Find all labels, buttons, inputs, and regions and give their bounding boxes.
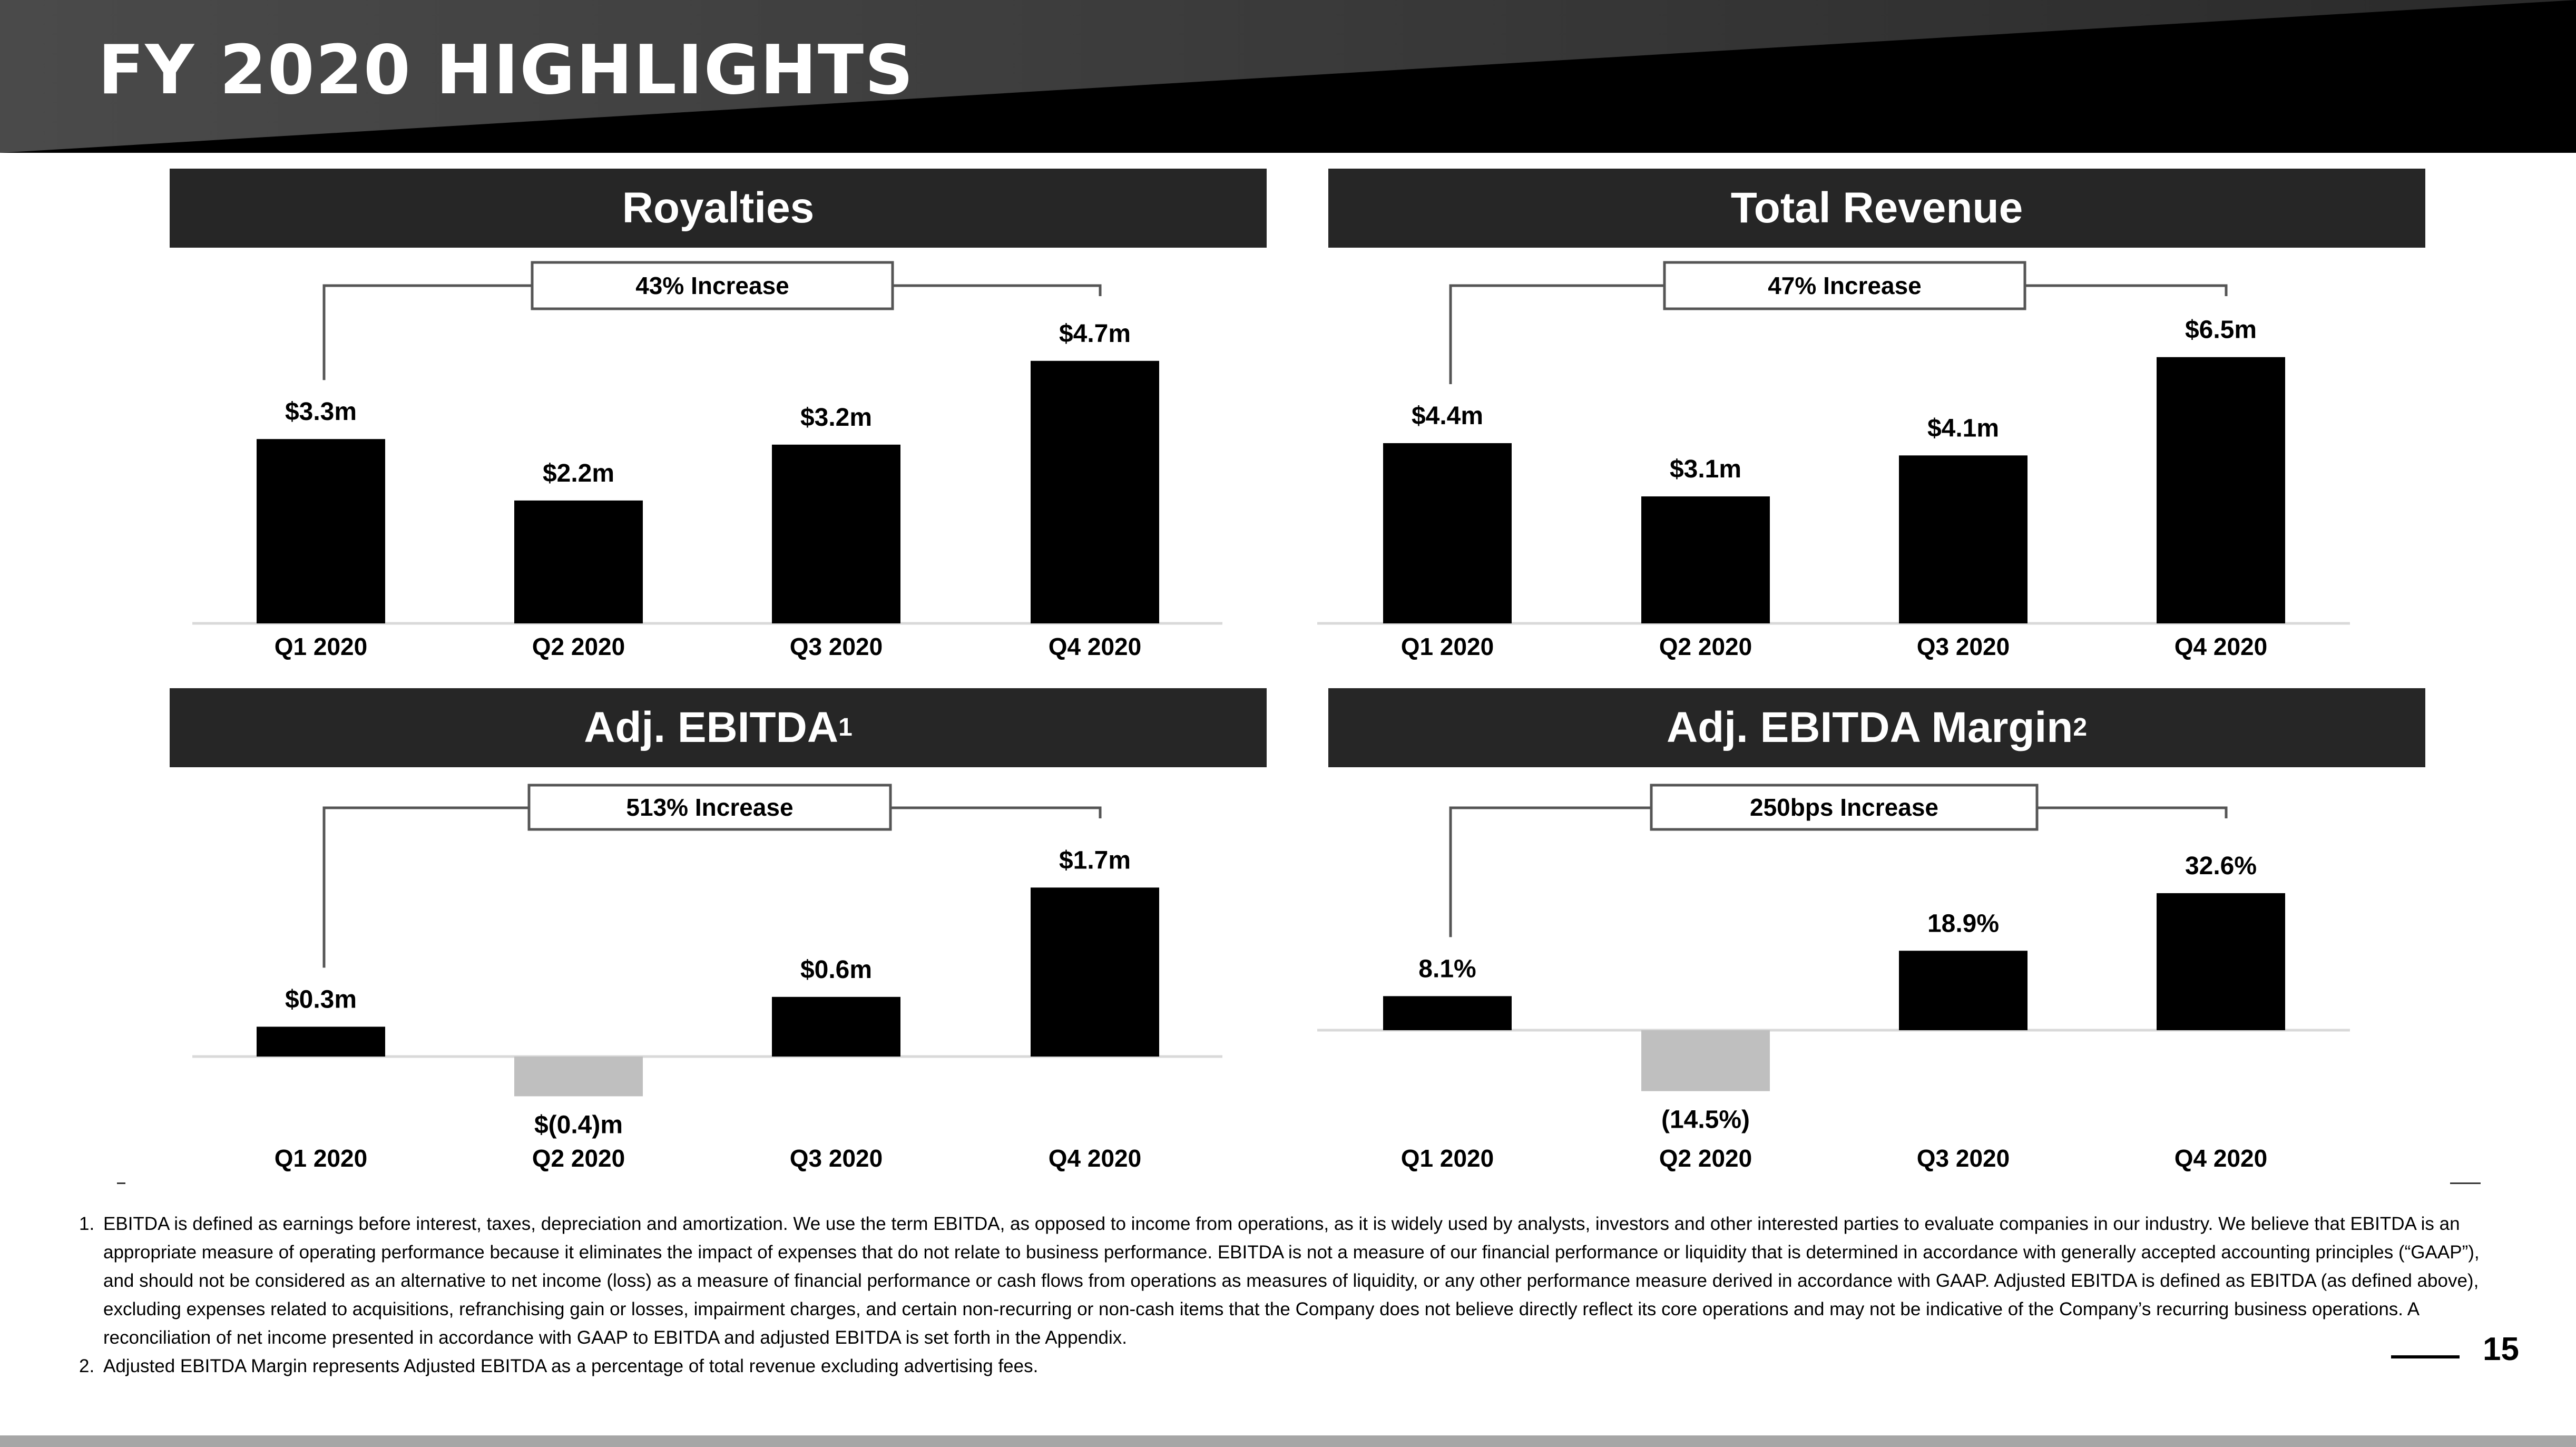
category-label-4: Q4 2020 bbox=[1049, 633, 1141, 660]
bracket-right bbox=[2037, 806, 2228, 818]
increase-annotation: 43% Increase bbox=[635, 272, 789, 299]
panel-title-text: Adj. EBITDA Margin bbox=[1666, 703, 2073, 751]
bar-1 bbox=[1383, 996, 1512, 1030]
increase-annotation: 513% Increase bbox=[626, 794, 793, 821]
footnotes: 1. EBITDA is defined as earnings before … bbox=[79, 1210, 2503, 1381]
panel-title-text: Total Revenue bbox=[1730, 184, 2023, 232]
category-label-1: Q1 2020 bbox=[275, 1145, 367, 1172]
bracket-right bbox=[2025, 284, 2228, 296]
category-label-3: Q3 2020 bbox=[1917, 633, 2010, 660]
footnote-text: EBITDA is defined as earnings before int… bbox=[103, 1214, 2480, 1348]
bar-2 bbox=[514, 500, 643, 623]
bracket-left bbox=[1449, 806, 1651, 937]
panel-title-total-revenue: Total Revenue bbox=[1328, 169, 2425, 248]
page-number-rule bbox=[2391, 1355, 2460, 1358]
category-label-4: Q4 2020 bbox=[2175, 1145, 2267, 1172]
category-label-2: Q2 2020 bbox=[1659, 633, 1752, 660]
bar-1 bbox=[257, 439, 385, 623]
data-label-2: $2.2m bbox=[543, 459, 614, 487]
bracket-right bbox=[890, 806, 1102, 818]
category-label-3: Q3 2020 bbox=[790, 633, 883, 660]
footnote-number: 2. bbox=[79, 1356, 95, 1376]
bar-4 bbox=[2157, 893, 2285, 1030]
increase-box bbox=[527, 784, 892, 831]
category-label-2: Q2 2020 bbox=[532, 633, 625, 660]
category-label-2: Q2 2020 bbox=[532, 1145, 625, 1172]
bracket-left bbox=[322, 284, 532, 380]
bracket-left bbox=[322, 806, 529, 968]
header-background bbox=[0, 0, 2576, 153]
data-label-2: $(0.4)m bbox=[534, 1111, 623, 1139]
footnote-number: 1. bbox=[79, 1214, 95, 1234]
bar-2 bbox=[1641, 1030, 1770, 1091]
page-title: FY 2020 HIGHLIGHTS bbox=[98, 31, 915, 110]
category-label-4: Q4 2020 bbox=[1049, 1145, 1141, 1172]
category-label-3: Q3 2020 bbox=[790, 1145, 883, 1172]
increase-box bbox=[1650, 784, 2039, 831]
bar-2 bbox=[514, 1057, 643, 1097]
bar-3 bbox=[1899, 455, 2028, 623]
increase-annotation: 250bps Increase bbox=[1750, 794, 1938, 821]
category-label-1: Q1 2020 bbox=[275, 633, 367, 660]
footnote-text: Adjusted EBITDA Margin represents Adjust… bbox=[103, 1356, 1039, 1376]
data-label-2: (14.5%) bbox=[1661, 1106, 1750, 1134]
bar-1 bbox=[257, 1026, 385, 1057]
separator-line bbox=[117, 1182, 125, 1184]
footnote-1: 1. EBITDA is defined as earnings before … bbox=[79, 1210, 2503, 1352]
bar-3 bbox=[1899, 951, 2028, 1030]
bar-4 bbox=[1031, 887, 1159, 1057]
panel-title-royalties: Royalties bbox=[170, 169, 1267, 248]
category-label-3: Q3 2020 bbox=[1917, 1145, 2010, 1172]
data-label-4: $6.5m bbox=[2185, 316, 2257, 344]
increase-box bbox=[531, 261, 894, 310]
bar-1 bbox=[1383, 443, 1512, 623]
page-number: 15 bbox=[2483, 1331, 2519, 1367]
data-label-1: $3.3m bbox=[285, 398, 357, 426]
bar-2 bbox=[1641, 496, 1770, 623]
category-label-1: Q1 2020 bbox=[1401, 633, 1494, 660]
data-label-4: $4.7m bbox=[1059, 320, 1131, 348]
bar-4 bbox=[1031, 360, 1159, 623]
bottom-bar bbox=[0, 1435, 2576, 1447]
panel-title-text: Adj. EBITDA bbox=[584, 703, 839, 751]
bar-3 bbox=[772, 444, 900, 623]
bracket-right bbox=[893, 284, 1102, 296]
bracket-left bbox=[1449, 284, 1664, 384]
data-label-3: $3.2m bbox=[800, 404, 872, 432]
data-label-3: $4.1m bbox=[1927, 414, 1999, 442]
data-label-1: 8.1% bbox=[1418, 955, 1476, 983]
category-label-2: Q2 2020 bbox=[1659, 1145, 1752, 1172]
data-label-2: $3.1m bbox=[1670, 455, 1741, 483]
bar-3 bbox=[772, 996, 900, 1057]
panel-title-adj-ebitda-margin: Adj. EBITDA Margin 2 bbox=[1328, 688, 2425, 767]
separator-line bbox=[2450, 1182, 2481, 1184]
footnote-2: 2. Adjusted EBITDA Margin represents Adj… bbox=[79, 1352, 2503, 1381]
data-label-1: $0.3m bbox=[285, 985, 357, 1013]
category-label-4: Q4 2020 bbox=[2175, 633, 2267, 660]
data-label-3: 18.9% bbox=[1927, 910, 1999, 937]
increase-box bbox=[1663, 261, 2026, 310]
data-label-4: $1.7m bbox=[1059, 846, 1131, 874]
panel-title-adj-ebitda: Adj. EBITDA 1 bbox=[170, 688, 1267, 767]
data-label-4: 32.6% bbox=[2185, 852, 2257, 880]
panel-title-text: Royalties bbox=[622, 184, 815, 232]
increase-annotation: 47% Increase bbox=[1768, 272, 1922, 299]
data-label-3: $0.6m bbox=[800, 956, 872, 984]
bar-4 bbox=[2157, 357, 2285, 623]
category-label-1: Q1 2020 bbox=[1401, 1145, 1494, 1172]
data-label-1: $4.4m bbox=[1412, 402, 1483, 430]
header-banner: FY 2020 HIGHLIGHTS bbox=[0, 0, 2576, 153]
